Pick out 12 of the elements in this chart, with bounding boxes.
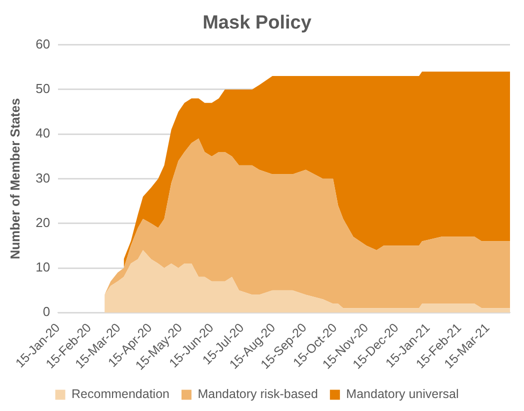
y-tick-label: 60 [36, 36, 50, 52]
y-axis-title: Number of Member States [7, 98, 22, 260]
y-tick-label: 10 [36, 260, 50, 275]
y-tick-label: 30 [36, 170, 50, 186]
legend-label: Mandatory universal [346, 387, 459, 402]
y-tick-label: 40 [36, 126, 50, 141]
y-tick-label: 0 [42, 304, 50, 320]
y-tick-label: 20 [36, 214, 50, 230]
chart-title: Mask Policy [202, 12, 312, 34]
y-tick-label: 50 [36, 81, 50, 96]
legend-label: Recommendation [72, 387, 170, 402]
legend-label: Mandatory risk-based [198, 387, 318, 402]
